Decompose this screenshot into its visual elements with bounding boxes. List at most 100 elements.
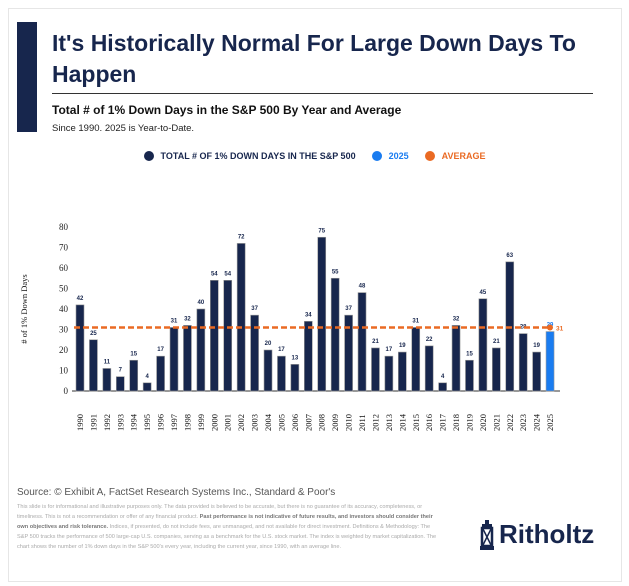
bar-2004 bbox=[263, 349, 273, 392]
data-label: 21 bbox=[372, 339, 379, 345]
bar-2002 bbox=[236, 243, 246, 392]
data-label: 40 bbox=[198, 300, 205, 306]
data-label: 21 bbox=[493, 339, 500, 345]
bar-2015 bbox=[411, 327, 421, 392]
y-tick-label: 80 bbox=[59, 222, 69, 232]
data-label: 37 bbox=[345, 306, 352, 312]
x-tick-label: 2010 bbox=[344, 414, 354, 431]
x-tick-label: 2023 bbox=[518, 414, 528, 431]
x-tick-label: 2012 bbox=[370, 414, 380, 431]
data-label: 32 bbox=[184, 316, 191, 322]
data-label: 15 bbox=[130, 351, 137, 357]
data-label: 34 bbox=[305, 312, 312, 318]
bar-2001 bbox=[223, 280, 233, 392]
bar-2009 bbox=[330, 277, 340, 392]
x-tick-label: 2005 bbox=[276, 414, 286, 431]
disclaimer: This slide is for informational and illu… bbox=[17, 502, 437, 552]
x-tick-label: 1992 bbox=[102, 414, 112, 431]
bar-1993 bbox=[115, 376, 125, 392]
page-title: It's Historically Normal For Large Down … bbox=[52, 30, 576, 87]
x-tick-label: 2017 bbox=[438, 414, 448, 431]
bar-2020 bbox=[478, 298, 488, 392]
disclaimer-text-2: Indices, if presented, do not include fe… bbox=[17, 524, 437, 550]
bar-1990 bbox=[75, 304, 85, 392]
legend-item-2025: 2025 bbox=[371, 151, 409, 161]
x-tick-label: 2018 bbox=[451, 414, 461, 431]
data-label: 20 bbox=[265, 341, 272, 347]
bar-2014 bbox=[398, 351, 407, 392]
data-label: 32 bbox=[453, 316, 460, 322]
data-label: 17 bbox=[386, 347, 393, 353]
y-tick-label: 0 bbox=[64, 386, 69, 396]
legend-label: TOTAL # OF 1% DOWN DAYS IN THE S&P 500 bbox=[160, 151, 356, 161]
logo-text: Ritholtz bbox=[499, 519, 595, 549]
disclaimer-bold: Past performance is not indicative of fu… bbox=[17, 514, 433, 530]
x-tick-label: 2013 bbox=[384, 414, 394, 431]
y-tick-label: 10 bbox=[59, 366, 69, 376]
data-label: 19 bbox=[533, 343, 540, 349]
x-tick-label: 1998 bbox=[182, 414, 192, 431]
data-label: 45 bbox=[480, 290, 487, 296]
legend-label: 2025 bbox=[388, 151, 409, 161]
y-tick-label: 40 bbox=[59, 304, 69, 314]
x-tick-label: 1995 bbox=[142, 414, 152, 431]
x-tick-label: 2011 bbox=[357, 414, 367, 431]
bar-2016 bbox=[424, 345, 434, 392]
x-tick-label: 1993 bbox=[115, 414, 125, 431]
bar-2019 bbox=[465, 359, 474, 392]
data-label: 13 bbox=[292, 355, 299, 361]
bar-2000 bbox=[210, 280, 219, 392]
legend-item-total: TOTAL # OF 1% DOWN DAYS IN THE S&P 500 bbox=[143, 151, 356, 161]
y-axis-label: # of 1% Down Days bbox=[19, 274, 29, 343]
x-tick-label: 1991 bbox=[88, 414, 98, 431]
bar-2010 bbox=[344, 314, 353, 392]
chart-note: Since 1990. 2025 is Year-to-Date. bbox=[52, 123, 195, 134]
y-tick-label: 30 bbox=[59, 325, 69, 335]
bar-1999 bbox=[196, 308, 206, 392]
bar-2024 bbox=[532, 351, 541, 392]
x-tick-label: 2025 bbox=[545, 414, 555, 431]
data-label: 31 bbox=[171, 318, 178, 324]
x-tick-label: 2009 bbox=[330, 414, 340, 431]
bar-2006 bbox=[290, 364, 300, 392]
legend-item-average: AVERAGE bbox=[424, 151, 486, 161]
bar-2003 bbox=[250, 314, 259, 392]
x-tick-label: 2000 bbox=[209, 414, 219, 431]
data-label: 17 bbox=[157, 347, 164, 353]
legend-swatch bbox=[424, 151, 435, 161]
y-tick-label: 60 bbox=[59, 263, 69, 273]
average-label: 31 bbox=[556, 325, 564, 332]
bar-1991 bbox=[89, 339, 98, 392]
bar-2011 bbox=[357, 292, 367, 392]
x-tick-label: 2007 bbox=[303, 414, 313, 431]
data-label: 37 bbox=[251, 306, 258, 312]
bar-2021 bbox=[492, 347, 501, 392]
legend-label: AVERAGE bbox=[441, 151, 486, 161]
bar-2012 bbox=[371, 347, 380, 392]
y-tick-label: 50 bbox=[59, 284, 69, 294]
data-label: 55 bbox=[332, 269, 339, 275]
x-tick-label: 2021 bbox=[491, 414, 501, 431]
bar-2013 bbox=[384, 355, 394, 392]
bar-1997 bbox=[169, 327, 179, 392]
y-tick-label: 70 bbox=[59, 243, 69, 253]
bar-1996 bbox=[156, 355, 165, 392]
bar-1994 bbox=[129, 359, 139, 392]
data-label: 63 bbox=[506, 253, 513, 259]
x-tick-label: 2006 bbox=[290, 414, 300, 431]
data-label: 75 bbox=[318, 228, 325, 234]
y-tick-label: 20 bbox=[59, 345, 69, 355]
x-tick-label: 2020 bbox=[478, 414, 488, 431]
data-label: 11 bbox=[104, 359, 111, 365]
x-tick-label: 2022 bbox=[505, 414, 515, 431]
bar-1995 bbox=[142, 382, 152, 392]
data-label: 4 bbox=[441, 374, 445, 380]
legend-swatch bbox=[371, 151, 382, 161]
data-label: 48 bbox=[359, 284, 366, 290]
x-tick-label: 2002 bbox=[236, 414, 246, 431]
x-tick-label: 1996 bbox=[156, 414, 166, 431]
x-tick-label: 2016 bbox=[424, 414, 434, 431]
data-label: 72 bbox=[238, 234, 245, 240]
ritholtz-logo: Ritholtz bbox=[480, 519, 594, 550]
